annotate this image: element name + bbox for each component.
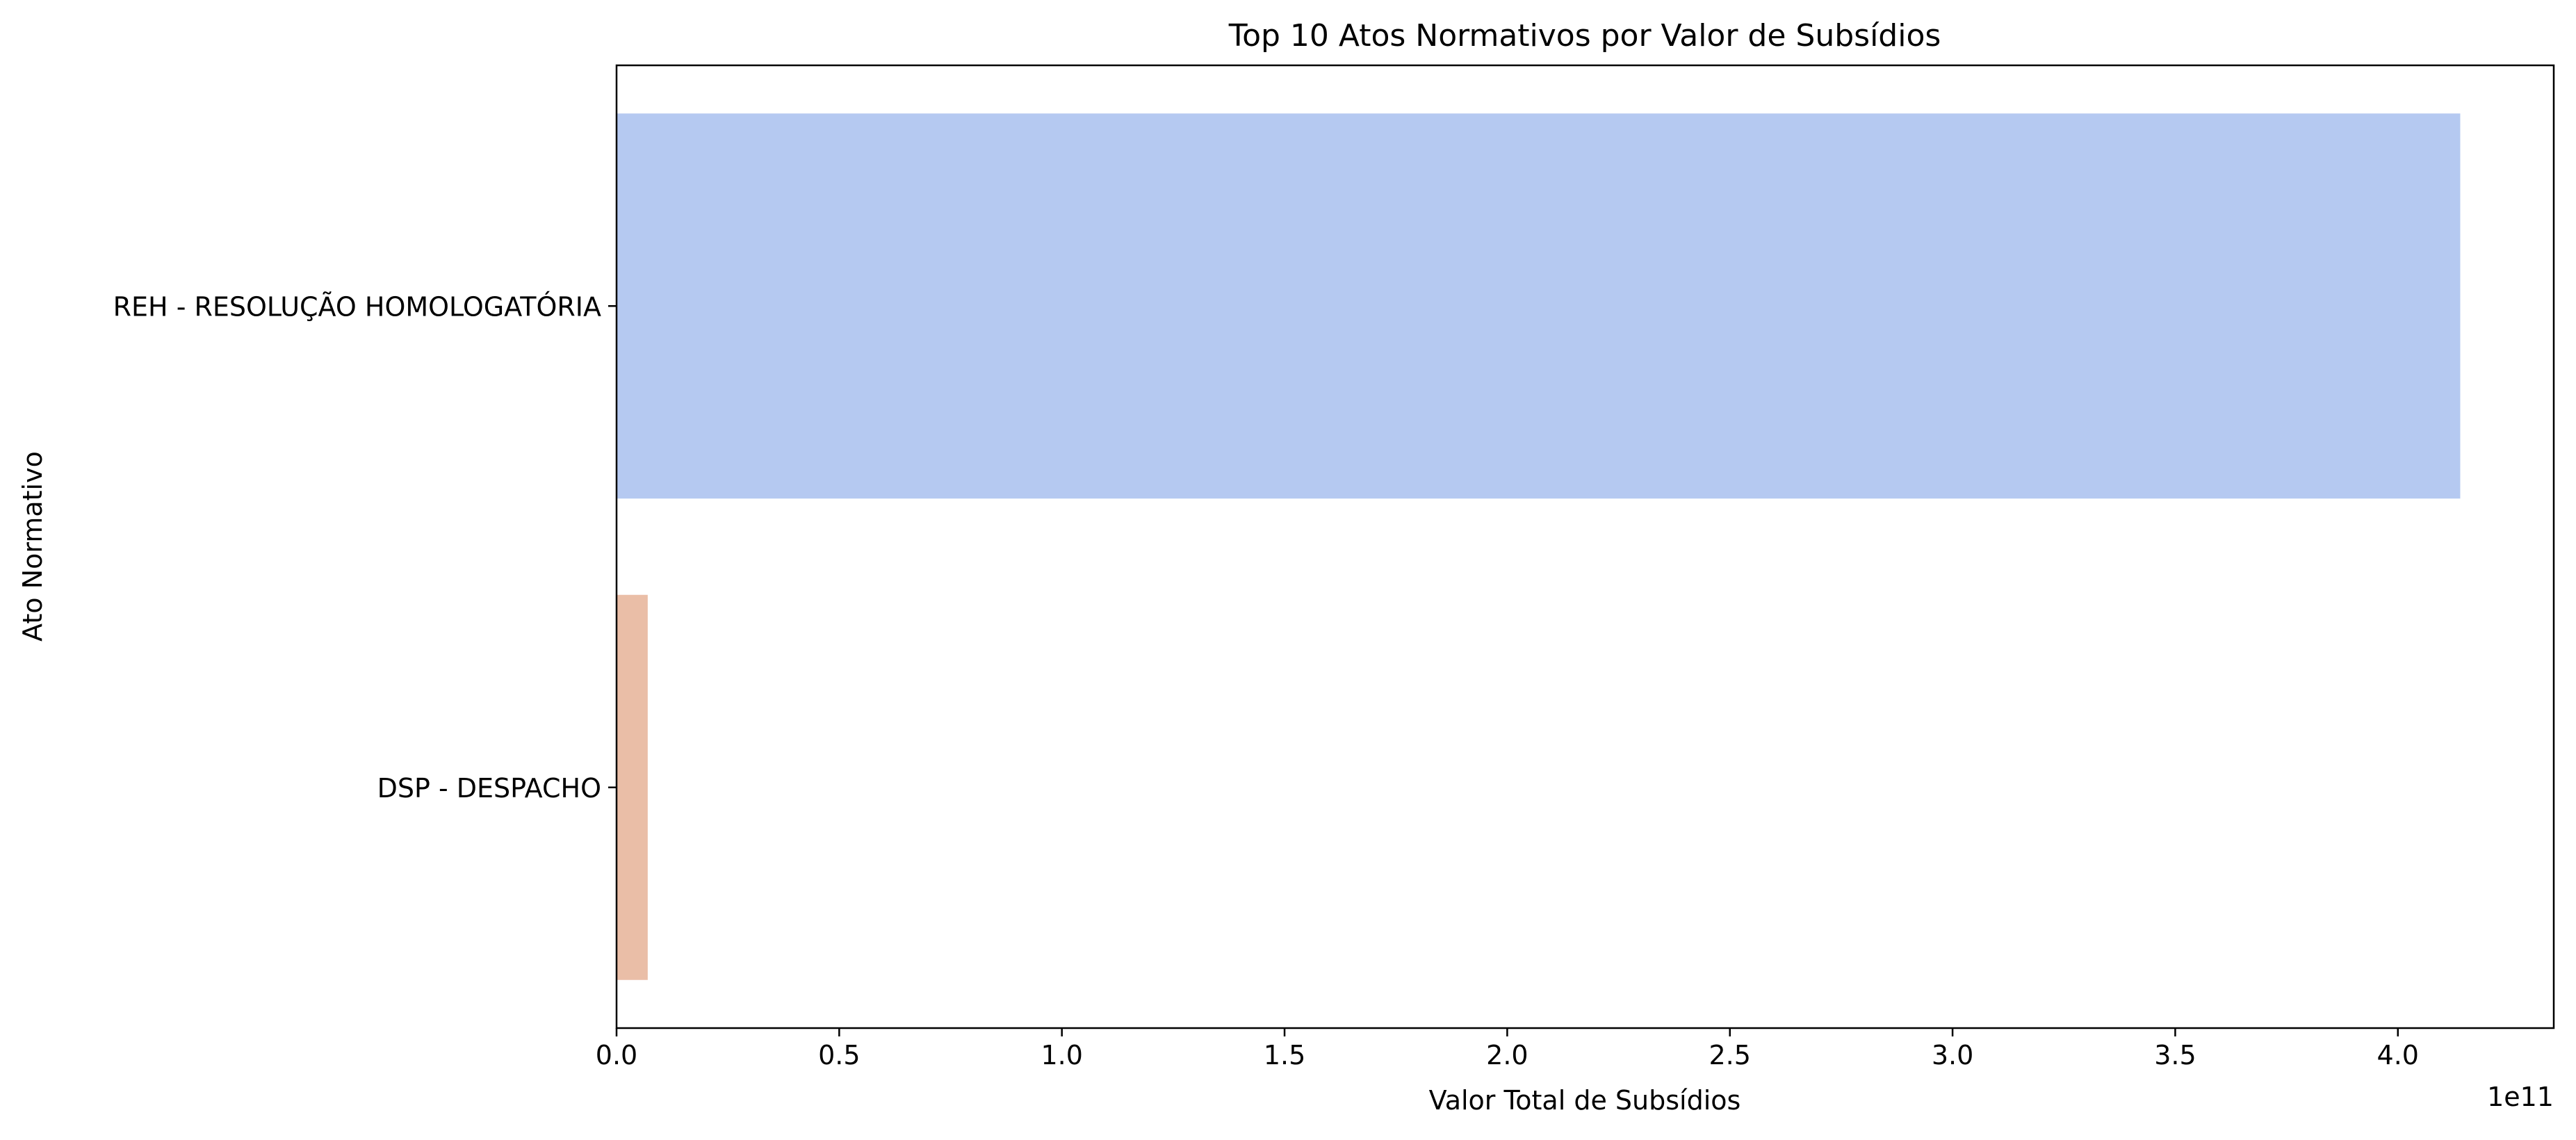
y-axis-label: Ato Normativo — [17, 451, 48, 642]
plot-frame — [615, 64, 2555, 1029]
y-tick-label: REH - RESOLUÇÃO HOMOLOGATÓRIA — [113, 291, 601, 322]
x-axis-offset-label: 1e11 — [2487, 1082, 2554, 1112]
x-tick-label: 3.5 — [2154, 1040, 2196, 1070]
y-category-layer: REH - RESOLUÇÃO HOMOLOGATÓRIA DSP - DESPA… — [113, 291, 617, 804]
y-tick-label: DSP - DESPACHO — [377, 773, 601, 804]
x-axis-label: Valor Total de Subsídios — [1429, 1085, 1741, 1116]
x-ticks-layer: 0.0 0.5 1.0 1.5 2.0 2.5 3.0 3.5 4.0 — [596, 1028, 2419, 1070]
bar — [617, 594, 648, 980]
x-tick-label: 2.0 — [1486, 1040, 1528, 1070]
x-tick-label: 4.0 — [2377, 1040, 2419, 1070]
bars-layer — [617, 113, 2461, 980]
x-tick-label: 3.0 — [1932, 1040, 1973, 1070]
x-tick-label: 0.0 — [596, 1040, 637, 1070]
bar — [617, 113, 2461, 499]
chart-title: Top 10 Atos Normativos por Valor de Subs… — [1228, 18, 1941, 54]
x-tick-label: 1.0 — [1041, 1040, 1082, 1070]
x-tick-label: 2.5 — [1709, 1040, 1751, 1070]
x-tick-label: 1.5 — [1264, 1040, 1305, 1070]
x-tick-label: 0.5 — [818, 1040, 860, 1070]
